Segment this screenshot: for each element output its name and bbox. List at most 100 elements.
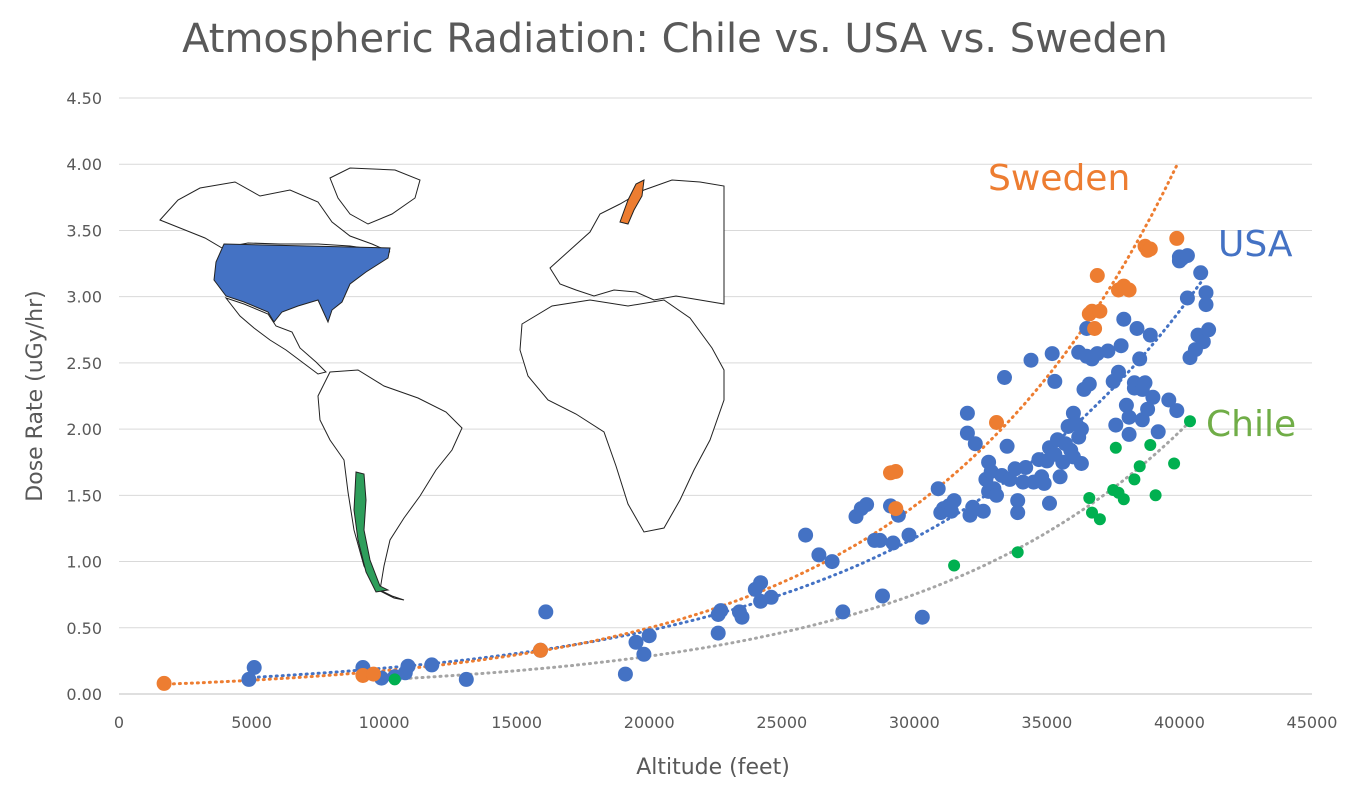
point-usa — [1169, 403, 1185, 419]
point-usa — [1047, 373, 1063, 389]
point-usa — [959, 405, 975, 421]
point-usa — [1015, 474, 1031, 490]
point-usa — [798, 527, 814, 543]
point-usa — [824, 554, 840, 570]
point-sweden — [1092, 303, 1108, 319]
point-chile — [1168, 457, 1181, 470]
point-usa — [875, 588, 890, 604]
point-usa — [999, 438, 1015, 454]
point-sweden — [1121, 282, 1137, 298]
x-tick-labels: 0 5000 10000 15000 20000 25000 30000 35000 40000… — [114, 713, 1338, 732]
chart-title: Atmospheric Radiation: Chile vs. USA vs.… — [182, 16, 1168, 62]
point-usa — [1108, 417, 1124, 433]
point-usa — [959, 425, 975, 441]
chile-shape — [353, 471, 390, 593]
point-sweden — [888, 464, 904, 479]
point-usa — [1137, 375, 1153, 391]
point-usa — [753, 575, 769, 591]
point-usa — [901, 527, 917, 543]
point-usa — [1198, 285, 1214, 301]
trend-lines — [159, 163, 1205, 686]
point-usa — [1179, 248, 1195, 264]
point-usa — [1132, 351, 1148, 367]
sweden-shape — [619, 179, 645, 225]
y-axis-title: Dose Rate (uGy/hr) — [23, 290, 48, 501]
point-usa — [1140, 401, 1156, 417]
point-usa — [872, 532, 888, 548]
point-usa — [835, 604, 851, 620]
point-chile — [1086, 506, 1098, 519]
point-usa — [1018, 460, 1034, 475]
point-usa — [1073, 421, 1089, 437]
point-usa — [1023, 352, 1039, 368]
point-usa — [859, 497, 875, 513]
point-usa — [538, 604, 554, 620]
point-usa — [914, 609, 930, 625]
x-tick-label: 25000 — [756, 713, 807, 732]
point-sweden — [989, 415, 1004, 430]
point-usa — [424, 657, 440, 673]
point-sweden — [1142, 241, 1158, 257]
point-chile — [1133, 460, 1146, 473]
x-tick-label: 45000 — [1287, 713, 1338, 732]
x-tick-label: 40000 — [1154, 713, 1205, 732]
point-usa — [734, 609, 750, 625]
point-sweden — [1169, 230, 1185, 246]
x-tick-label: 0 — [114, 713, 124, 732]
point-usa — [1161, 392, 1177, 408]
point-usa — [1010, 493, 1026, 509]
point-usa — [975, 503, 991, 519]
point-chile — [1128, 473, 1141, 486]
point-usa — [1179, 290, 1195, 306]
point-usa — [1193, 265, 1209, 281]
x-tick-label: 20000 — [624, 713, 675, 732]
y-tick-label: 2.00 — [66, 420, 102, 439]
greenland-shape — [329, 167, 421, 225]
point-chile — [1093, 513, 1106, 526]
point-usa — [1042, 495, 1057, 511]
point-sweden — [1087, 321, 1103, 336]
point-usa — [1145, 389, 1161, 405]
x-tick-label: 35000 — [1021, 713, 1072, 732]
point-sweden — [888, 501, 904, 517]
point-usa — [1121, 409, 1137, 425]
europe-shape — [549, 179, 725, 305]
y-tick-labels: 0.00 0.50 1.00 1.50 2.00 2.50 3.00 3.50 4.00 4.50 — [66, 89, 102, 704]
y-tick-label: 1.50 — [66, 486, 102, 505]
y-tick-label: 0.00 — [66, 685, 102, 704]
point-usa — [1113, 338, 1129, 354]
world-map-inset — [159, 167, 725, 601]
series-label-chile: Chile — [1206, 404, 1296, 445]
point-usa — [1198, 297, 1214, 313]
point-usa — [1150, 424, 1166, 440]
point-usa — [967, 436, 983, 452]
y-tick-label: 4.50 — [66, 89, 102, 108]
point-chile — [1149, 489, 1162, 502]
point-chile — [1109, 441, 1122, 454]
point-usa — [1129, 321, 1145, 336]
trendline-sweden — [159, 163, 1179, 686]
africa-shape — [519, 299, 725, 533]
point-usa — [641, 628, 657, 644]
y-tick-label: 3.50 — [66, 221, 102, 240]
data-points — [156, 230, 1217, 691]
point-chile — [1117, 493, 1130, 506]
central-america-shape — [224, 297, 327, 375]
point-usa — [458, 671, 474, 687]
point-usa — [1195, 334, 1211, 350]
point-usa — [400, 658, 416, 674]
x-tick-label: 10000 — [359, 713, 410, 732]
point-usa — [1100, 343, 1116, 359]
point-usa — [811, 547, 827, 563]
point-usa — [1052, 469, 1068, 485]
point-usa — [1081, 376, 1097, 392]
point-usa — [1036, 475, 1052, 491]
point-chile — [948, 559, 961, 572]
point-usa — [710, 625, 726, 641]
point-usa — [1116, 311, 1132, 327]
point-usa — [1044, 346, 1060, 362]
point-usa — [1142, 327, 1158, 343]
point-chile — [1083, 492, 1096, 504]
point-usa — [246, 660, 262, 675]
